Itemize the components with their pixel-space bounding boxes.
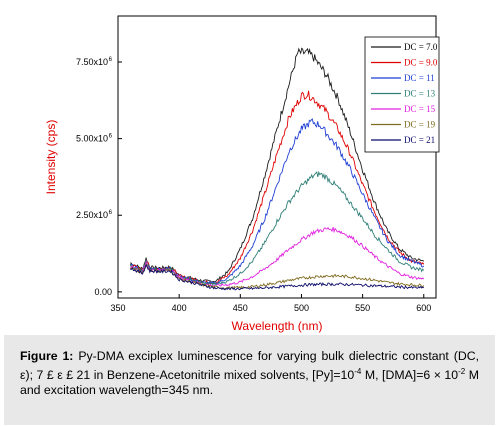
caption-text-2: M, [DMA]=6 × 10 (361, 368, 459, 383)
series-line (129, 263, 425, 291)
x-tick-label: 450 (233, 303, 248, 313)
legend-label: DC = 19 (404, 120, 436, 130)
x-tick-label: 600 (416, 303, 431, 313)
caption-py-exponent: -4 (354, 367, 362, 376)
x-axis-ticks: 350 400 450 500 550 600 (110, 294, 431, 313)
plot-frame (117, 15, 437, 299)
figure-caption: Figure 1: Py-DMA exciplex luminescence f… (4, 335, 495, 425)
legend-box (364, 36, 440, 153)
y-tick-label: 7.50x10 (76, 57, 108, 67)
y-tick-exponent: 6 (109, 210, 113, 216)
caption-dma-exponent: -2 (458, 367, 466, 376)
caption-label: Figure 1: (20, 349, 74, 363)
legend-label: DC = 15 (404, 104, 436, 114)
legend-label: DC = 11 (404, 73, 435, 83)
chart: 350 400 450 500 550 600 0.002.50x10 65.00x10 67… (44, 15, 440, 333)
legend-label: DC = 9.0 (404, 58, 438, 68)
series-lines (129, 47, 425, 291)
series-line (129, 226, 425, 287)
series-line (130, 47, 425, 284)
y-axis-ticks: 0.002.50x10 65.00x10 67.50x10 6 (76, 57, 122, 297)
caption-text-3: M and excitation wavelength=345 nm. (20, 368, 479, 398)
y-axis-title: Intensity (cps) (44, 120, 58, 195)
legend-label: DC = 13 (404, 89, 436, 99)
y-tick-label: 0.00 (94, 287, 112, 297)
y-tick-label: 5.00x10 (76, 134, 108, 144)
caption-text: Py-DMA exciplex luminescence for varying… (20, 349, 479, 383)
x-tick-label: 350 (110, 303, 125, 313)
legend-label: DC = 7.0 (404, 42, 438, 52)
y-tick-label: 2.50x10 (76, 210, 108, 220)
y-tick-exponent: 6 (109, 134, 113, 140)
x-tick-label: 400 (172, 303, 187, 313)
x-tick-label: 500 (294, 303, 309, 313)
x-tick-label: 550 (355, 303, 370, 313)
series-line (130, 264, 425, 291)
legend: DC = 7.0 DC = 9.0 DC = 11 DC = 13 DC = 15 DC … (364, 36, 440, 153)
x-axis-title: Wavelength (nm) (232, 319, 323, 333)
legend-label: DC = 21 (404, 135, 435, 145)
y-tick-exponent: 6 (109, 57, 113, 63)
